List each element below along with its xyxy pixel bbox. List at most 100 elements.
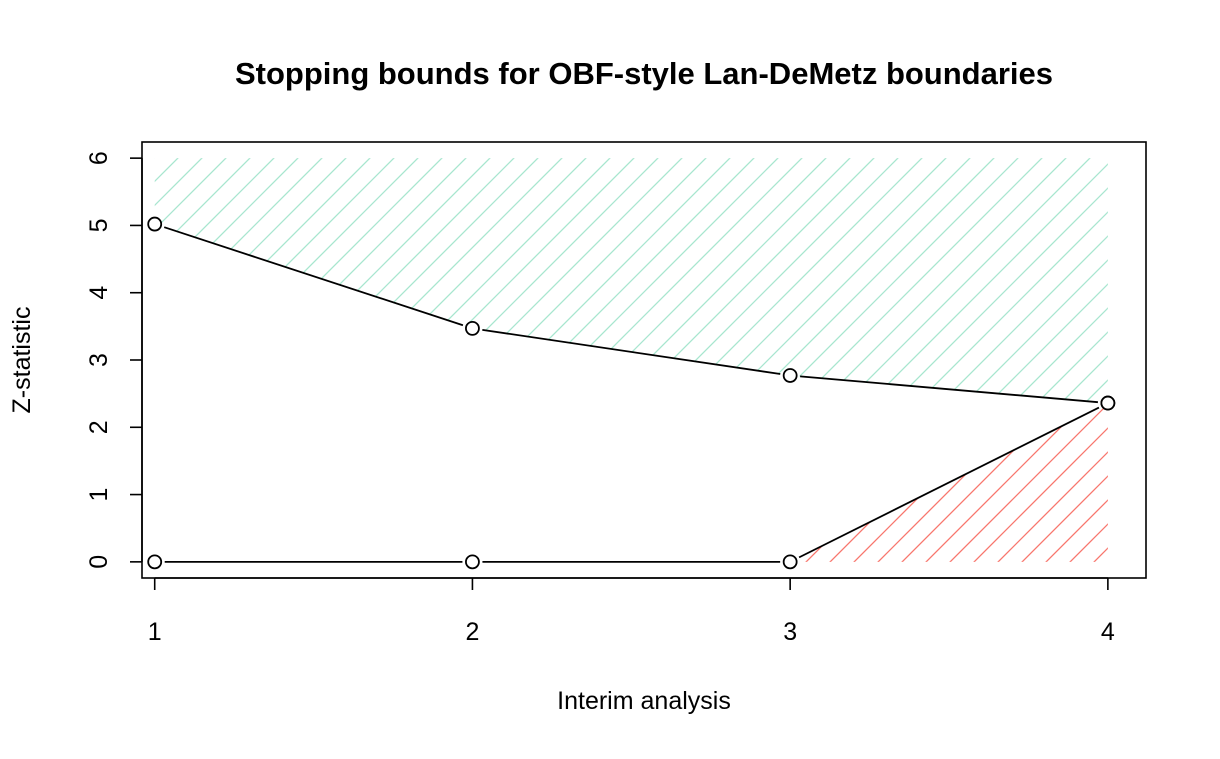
hatch-layer xyxy=(0,142,1220,578)
hatch-line xyxy=(154,403,363,562)
series-layer xyxy=(147,216,1116,570)
hatch-line xyxy=(645,158,1083,404)
hatch-line xyxy=(1029,403,1108,562)
hatch-line xyxy=(1150,142,1220,578)
hatch-line xyxy=(0,142,2,578)
lower-hatch-region xyxy=(0,142,1220,578)
hatch-line xyxy=(1077,158,1108,404)
hatch-line xyxy=(1005,158,1108,404)
hatch-line xyxy=(154,403,243,562)
y-tick-label: 5 xyxy=(85,218,113,232)
hatch-line xyxy=(213,158,651,404)
hatch-line xyxy=(154,158,291,404)
hatch-line xyxy=(1053,158,1108,404)
hatch-line xyxy=(501,158,939,404)
data-point xyxy=(782,554,798,570)
hatch-line xyxy=(1029,158,1108,404)
hatch-line xyxy=(525,158,963,404)
hatch-line xyxy=(0,142,2,578)
hatch-line xyxy=(154,403,411,562)
x-axis-label: Interim analysis xyxy=(557,687,731,715)
hatch-line xyxy=(477,158,915,404)
chart-title: Stopping bounds for OBF-style Lan-DeMetz… xyxy=(235,56,1053,91)
series-segment xyxy=(163,226,464,327)
hatch-line xyxy=(981,158,1108,404)
hatch-line xyxy=(549,158,987,404)
y-tick-label: 3 xyxy=(85,353,113,367)
hatch-line xyxy=(154,158,411,404)
data-point xyxy=(465,320,480,336)
hatch-line xyxy=(813,158,1108,404)
hatch-line xyxy=(154,403,339,562)
x-tick-label: 4 xyxy=(1101,618,1115,646)
hatch-line xyxy=(1174,142,1220,578)
hatch-line xyxy=(837,403,1108,562)
hatch-line xyxy=(405,158,843,404)
hatch-line xyxy=(154,158,243,404)
hatch-line xyxy=(165,158,603,404)
hatch-line xyxy=(154,158,435,404)
upper-hatch-region xyxy=(0,142,1220,578)
hatch-line xyxy=(1150,142,1220,578)
hatch-line xyxy=(741,158,1108,404)
hatch-line xyxy=(933,158,1108,404)
hatch-line xyxy=(1126,142,1220,578)
hatch-line xyxy=(1126,142,1220,578)
y-tick-label: 6 xyxy=(85,151,113,165)
hatch-line xyxy=(981,403,1108,562)
y-tick-label: 4 xyxy=(85,286,113,300)
hatch-line xyxy=(765,158,1108,404)
hatch-line xyxy=(933,403,1108,562)
y-tick-label: 1 xyxy=(85,488,113,502)
hatch-line xyxy=(1198,142,1220,578)
lower-boundary-series xyxy=(147,395,1116,570)
data-point xyxy=(1100,395,1116,411)
hatch-line xyxy=(1101,403,1108,562)
hatch-line xyxy=(154,158,315,404)
hatch-line xyxy=(154,158,267,404)
hatch-line xyxy=(381,158,819,404)
y-tick-label: 2 xyxy=(85,420,113,434)
hatch-line xyxy=(789,158,1108,404)
hatch-line xyxy=(837,158,1108,404)
hatch-line xyxy=(861,403,1108,562)
hatch-line xyxy=(237,158,675,404)
hatch-line xyxy=(154,403,291,562)
hatch-line xyxy=(573,158,1011,404)
hatch-line xyxy=(693,158,1108,404)
hatch-line xyxy=(154,158,387,404)
hatch-line xyxy=(154,403,387,562)
hatch-line xyxy=(333,158,771,404)
hatch-line xyxy=(1005,403,1108,562)
data-point xyxy=(782,368,798,383)
y-tick-label: 0 xyxy=(85,555,113,569)
hatch-line xyxy=(621,158,1059,404)
series-segment xyxy=(798,406,1100,559)
hatch-line xyxy=(885,158,1108,404)
hatch-line xyxy=(669,158,1107,404)
hatch-line xyxy=(717,158,1108,404)
x-tick-label: 3 xyxy=(783,618,797,646)
hatch-line xyxy=(1101,158,1108,404)
hatch-line xyxy=(154,158,555,404)
hatch-line xyxy=(453,158,891,404)
hatch-line xyxy=(789,403,1108,562)
data-point xyxy=(147,554,163,570)
data-point xyxy=(465,554,480,570)
hatch-line xyxy=(154,158,579,404)
upper-boundary-series xyxy=(147,216,1116,411)
hatch-line xyxy=(957,403,1108,562)
hatch-line xyxy=(861,158,1108,404)
hatch-line xyxy=(1198,142,1220,578)
hatch-line xyxy=(909,403,1108,562)
y-axis-label: Z-statistic xyxy=(8,307,36,414)
series-segment xyxy=(800,375,1098,404)
hatch-line xyxy=(1077,403,1108,562)
hatch-line xyxy=(1053,403,1108,562)
hatch-line xyxy=(154,403,315,562)
hatch-line xyxy=(597,158,1035,404)
data-point xyxy=(147,216,163,232)
hatch-line xyxy=(357,158,795,404)
